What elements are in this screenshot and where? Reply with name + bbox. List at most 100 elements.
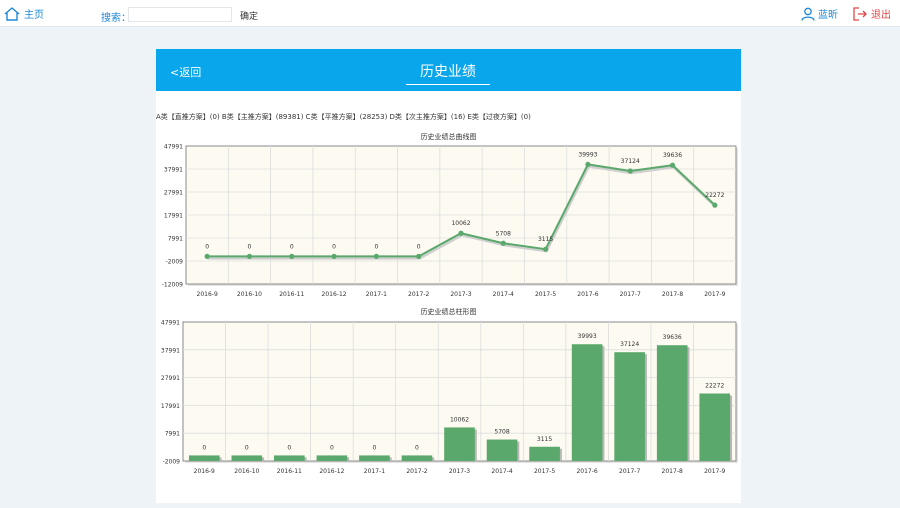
back-button[interactable]: <返回 xyxy=(170,66,202,79)
data-label: 0 xyxy=(330,444,334,451)
data-point xyxy=(669,162,676,168)
data-label: 5708 xyxy=(496,230,511,237)
x-tick-label: 2017-7 xyxy=(620,291,641,298)
logout-link[interactable]: 退出 xyxy=(853,6,891,21)
x-tick-label: 2016-10 xyxy=(237,291,262,298)
x-tick-label: 2017-2 xyxy=(406,468,427,475)
data-label: 22272 xyxy=(705,382,724,389)
bar xyxy=(444,427,475,461)
bar xyxy=(529,446,560,461)
data-label: 10062 xyxy=(451,220,470,227)
x-tick-label: 2016-9 xyxy=(194,468,215,475)
data-point xyxy=(585,161,591,167)
data-label: 0 xyxy=(373,444,377,451)
x-tick-label: 2017-2 xyxy=(408,291,429,298)
x-tick-label: 2017-5 xyxy=(534,468,555,475)
user-link[interactable]: 蓝昕 xyxy=(801,6,838,21)
y-tick-label: -2009 xyxy=(166,259,184,266)
bar-chart-title: 历史业绩总柱形图 xyxy=(420,308,477,316)
home-link[interactable]: 主页 xyxy=(4,6,44,21)
x-tick-label: 2016-12 xyxy=(322,291,347,298)
bar xyxy=(571,344,603,461)
data-label: 0 xyxy=(205,243,209,250)
bar xyxy=(316,455,348,461)
category-summary: A类【直推方案】(0) B类【主推方案】(89381) C类【平推方案】(282… xyxy=(156,113,531,121)
data-label: 10062 xyxy=(450,416,469,423)
data-label: 5708 xyxy=(494,429,509,436)
history-panel: <返回 历史业绩 A类【直推方案】(0) B类【主推方案】(89381) C类【… xyxy=(156,49,741,503)
confirm-button[interactable]: 确定 xyxy=(237,7,262,23)
data-label: 39993 xyxy=(578,333,597,340)
bar xyxy=(359,455,390,461)
search-input[interactable] xyxy=(128,7,232,22)
y-tick-label: -12009 xyxy=(162,282,183,289)
logout-icon xyxy=(853,6,867,21)
logout-label: 退出 xyxy=(871,10,891,21)
x-tick-label: 2017-1 xyxy=(364,468,385,475)
y-tick-label: 37991 xyxy=(164,167,183,174)
x-tick-label: 2017-9 xyxy=(704,468,725,475)
data-point xyxy=(246,253,253,259)
page-title: 历史业绩 xyxy=(406,61,490,85)
y-tick-label: 47991 xyxy=(161,320,180,327)
y-tick-label: 17991 xyxy=(161,403,180,410)
data-label: 3115 xyxy=(538,236,553,243)
data-point xyxy=(373,253,379,259)
x-tick-label: 2017-8 xyxy=(662,291,683,298)
x-tick-label: 2016-10 xyxy=(234,468,259,475)
data-label: 0 xyxy=(202,444,206,451)
x-tick-label: 2017-4 xyxy=(493,291,514,298)
data-label: 0 xyxy=(374,243,378,250)
x-tick-label: 2016-11 xyxy=(279,291,304,298)
data-label: 39993 xyxy=(578,151,597,158)
x-tick-label: 2016-9 xyxy=(197,291,218,298)
data-label: 0 xyxy=(248,243,252,250)
bar xyxy=(486,439,518,461)
x-tick-label: 2017-6 xyxy=(577,291,598,298)
y-tick-label: 7991 xyxy=(168,236,183,243)
line-chart: 47991 37991 27991 17991 7991 -2009 -12009 2016-… xyxy=(162,144,738,298)
x-tick-label: 2016-12 xyxy=(319,468,344,475)
x-tick-label: 2017-8 xyxy=(662,468,683,475)
data-point xyxy=(204,253,210,259)
home-icon xyxy=(4,6,20,21)
y-tick-label: 17991 xyxy=(164,213,183,220)
y-tick-label: 7991 xyxy=(165,431,180,438)
user-name: 蓝昕 xyxy=(818,10,838,21)
x-tick-label: 2017-3 xyxy=(449,468,470,475)
x-tick-label: 2017-5 xyxy=(535,291,556,298)
data-point xyxy=(458,230,464,236)
data-label: 0 xyxy=(332,243,336,250)
user-icon xyxy=(801,7,815,21)
bar xyxy=(188,455,220,461)
data-point xyxy=(627,168,633,174)
y-tick-label: 27991 xyxy=(164,190,183,197)
bar xyxy=(401,455,433,461)
data-label: 0 xyxy=(290,243,294,250)
x-tick-label: 2017-4 xyxy=(491,468,512,475)
y-tick-label: 47991 xyxy=(164,144,183,151)
y-tick-label: 27991 xyxy=(161,375,180,382)
bar xyxy=(274,455,305,461)
data-label: 0 xyxy=(417,243,421,250)
data-label: 39636 xyxy=(663,152,682,159)
line-chart-title: 历史业绩总曲线图 xyxy=(420,133,477,141)
x-tick-label: 2017-7 xyxy=(619,468,640,475)
x-tick-label: 2017-1 xyxy=(366,291,387,298)
data-label: 0 xyxy=(245,444,249,451)
data-label: 22272 xyxy=(705,192,724,199)
data-point xyxy=(712,202,718,208)
x-tick-label: 2017-9 xyxy=(704,291,725,298)
data-point xyxy=(289,253,295,259)
data-label: 37124 xyxy=(621,158,640,165)
data-label: 3115 xyxy=(537,436,552,443)
data-point xyxy=(543,246,549,252)
search-label: 搜索： xyxy=(101,13,131,24)
data-point xyxy=(331,253,337,259)
data-label: 39636 xyxy=(663,334,682,341)
bar xyxy=(699,393,731,461)
bar xyxy=(614,352,645,461)
top-bar: 主页 搜索： 确定 蓝昕 退出 xyxy=(0,0,900,27)
x-tick-label: 2016-11 xyxy=(277,468,302,475)
bar xyxy=(656,345,688,461)
